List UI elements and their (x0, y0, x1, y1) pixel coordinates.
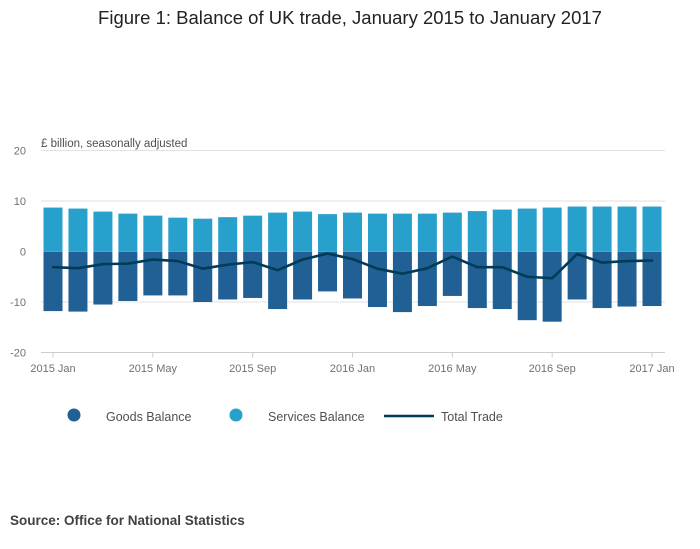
bar-services-balance (642, 206, 662, 252)
bar-services-balance (268, 212, 288, 252)
legend-goods-label: Goods Balance (106, 410, 192, 424)
bar-goods-balance (542, 251, 562, 322)
bar-services-balance (293, 211, 313, 252)
bars[interactable] (43, 206, 662, 322)
bar-services-balance (442, 212, 462, 252)
bar-services-balance (567, 206, 587, 252)
bar-goods-balance (243, 251, 263, 298)
y-tick-label: -20 (10, 348, 26, 360)
bar-goods-balance (517, 251, 537, 321)
bar-services-balance (467, 211, 487, 252)
bar-services-balance (542, 207, 562, 252)
bar-goods-balance (442, 251, 462, 296)
bar-services-balance (93, 211, 113, 252)
x-tick-label: 2015 Jan (30, 363, 75, 375)
bar-goods-balance (392, 251, 412, 313)
bar-services-balance (318, 214, 338, 252)
bar-goods-balance (143, 251, 163, 296)
bar-services-balance (492, 209, 512, 252)
y-tick-label: 10 (14, 196, 26, 208)
bar-goods-balance (193, 251, 213, 302)
bar-goods-balance (318, 251, 338, 292)
y-tick-label: -10 (10, 297, 26, 309)
x-tick-label: 2016 May (428, 363, 477, 375)
bar-goods-balance (343, 251, 362, 299)
legend: Goods Balance Services Balance Total Trade (67, 408, 503, 424)
bar-services-balance (592, 206, 612, 252)
bar-services-balance (367, 213, 387, 252)
bar-goods-balance (218, 251, 238, 300)
bar-services-balance (168, 217, 188, 252)
legend-total-label: Total Trade (441, 410, 503, 424)
y-tick-label: 20 (14, 146, 26, 158)
bar-goods-balance (68, 251, 88, 312)
bar-goods-balance (567, 251, 587, 300)
legend-goods-swatch (67, 408, 81, 422)
bar-services-balance (218, 217, 238, 252)
bar-services-balance (243, 215, 263, 252)
bar-goods-balance (367, 251, 387, 308)
x-tick-label: 2015 Sep (229, 363, 276, 375)
legend-services-swatch (229, 408, 243, 422)
bar-goods-balance (118, 251, 138, 301)
bar-goods-balance (492, 251, 512, 310)
bar-goods-balance (168, 251, 188, 296)
bar-goods-balance (592, 251, 612, 309)
bar-services-balance (517, 208, 537, 252)
y-tick-label: 0 (20, 247, 26, 259)
bar-goods-balance (43, 251, 63, 312)
y-axis-ticks: 20 10 0 -10 -20 (10, 146, 26, 360)
bar-services-balance (617, 206, 637, 252)
y-axis-label: £ billion, seasonally adjusted (41, 138, 187, 150)
bar-services-balance (392, 213, 412, 252)
bar-services-balance (193, 218, 213, 252)
bar-services-balance (417, 213, 437, 252)
total-trade-line (51, 252, 654, 280)
x-tick-label: 2016 Jan (330, 363, 375, 375)
x-tick-label: 2017 Jan (629, 363, 674, 375)
bar-goods-balance (293, 251, 313, 300)
bar-goods-balance (417, 251, 437, 307)
x-tick-label: 2016 Sep (529, 363, 576, 375)
bar-goods-balance (467, 251, 487, 309)
bar-services-balance (43, 207, 63, 252)
chart-title: Figure 1: Balance of UK trade, January 2… (98, 7, 602, 28)
x-axis: 2015 Jan 2015 May 2015 Sep 2016 Jan 2016 May… (30, 352, 675, 375)
bar-services-balance (118, 213, 138, 252)
legend-services-label: Services Balance (268, 410, 365, 424)
total-trade-line-group[interactable] (51, 252, 654, 280)
bar-goods-balance (642, 251, 662, 307)
x-tick-label: 2015 May (129, 363, 178, 375)
bar-goods-balance (268, 251, 288, 310)
bar-services-balance (68, 208, 88, 252)
source-note: Source: Office for National Statistics (10, 513, 245, 528)
bar-services-balance (343, 212, 362, 252)
bar-services-balance (143, 215, 163, 252)
bar-goods-balance (93, 251, 113, 305)
bar-goods-balance (617, 251, 637, 307)
